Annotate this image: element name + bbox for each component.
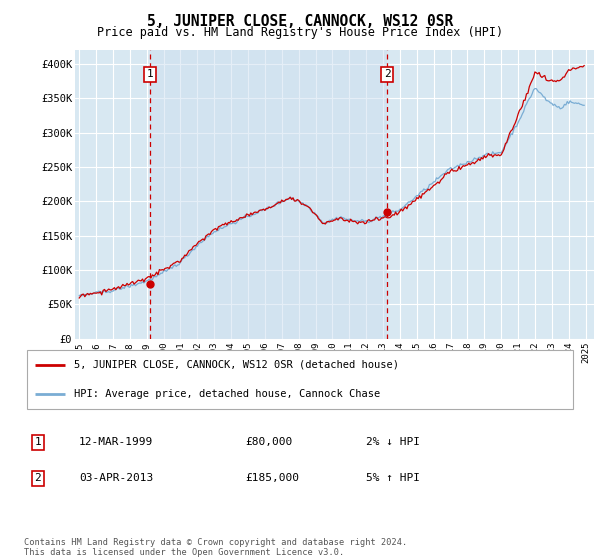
Text: Price paid vs. HM Land Registry's House Price Index (HPI): Price paid vs. HM Land Registry's House … — [97, 26, 503, 39]
Text: £80,000: £80,000 — [245, 437, 292, 447]
Text: 2: 2 — [34, 473, 41, 483]
FancyBboxPatch shape — [27, 350, 572, 409]
Point — [145, 279, 155, 288]
Bar — [150, 50, 387, 339]
Text: Contains HM Land Registry data © Crown copyright and database right 2024.
This d: Contains HM Land Registry data © Crown c… — [24, 538, 407, 557]
Text: 2% ↓ HPI: 2% ↓ HPI — [366, 437, 420, 447]
Text: 5, JUNIPER CLOSE, CANNOCK, WS12 0SR: 5, JUNIPER CLOSE, CANNOCK, WS12 0SR — [147, 14, 453, 29]
Text: 03-APR-2013: 03-APR-2013 — [79, 473, 154, 483]
Text: 1: 1 — [146, 69, 154, 80]
Text: 5% ↑ HPI: 5% ↑ HPI — [366, 473, 420, 483]
Text: 5, JUNIPER CLOSE, CANNOCK, WS12 0SR (detached house): 5, JUNIPER CLOSE, CANNOCK, WS12 0SR (det… — [74, 360, 398, 370]
Text: 2: 2 — [384, 69, 391, 80]
Text: 1: 1 — [34, 437, 41, 447]
Point — [382, 207, 392, 216]
Text: 12-MAR-1999: 12-MAR-1999 — [79, 437, 154, 447]
Text: £185,000: £185,000 — [245, 473, 299, 483]
Text: HPI: Average price, detached house, Cannock Chase: HPI: Average price, detached house, Cann… — [74, 389, 380, 399]
